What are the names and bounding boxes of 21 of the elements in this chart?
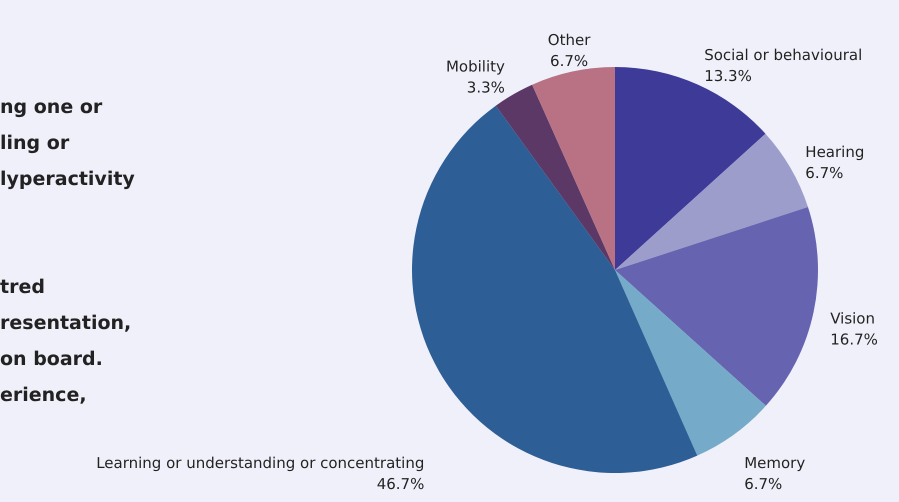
slice-label: Memory [744,454,806,472]
text: ng one or ling or lyperactivity [0,96,136,190]
data-label: 46.7% [376,475,424,493]
pie-slice [615,67,766,270]
pie-slice [615,134,808,270]
pie-slice [615,207,818,406]
slice-label: Hearing [805,143,864,162]
slice-label: Mobility [446,58,506,76]
data-label: 6.7% [744,475,782,493]
slice-label: Social or behavioural [704,46,862,64]
text: tred resentation, on board. erience, [0,276,132,406]
pie-slice [532,67,615,270]
slice-label: Other [548,31,592,50]
slice-label: Vision [830,310,875,328]
data-label: 3.3% [466,78,505,97]
data-label: 6.7% [805,164,844,182]
data-label: 6.7% [550,52,588,70]
slice-label: Learning or understanding or concentrating [96,454,424,472]
pie-slice [615,270,766,456]
data-label: 16.7% [830,330,878,349]
data-label: 13.3% [704,67,752,86]
